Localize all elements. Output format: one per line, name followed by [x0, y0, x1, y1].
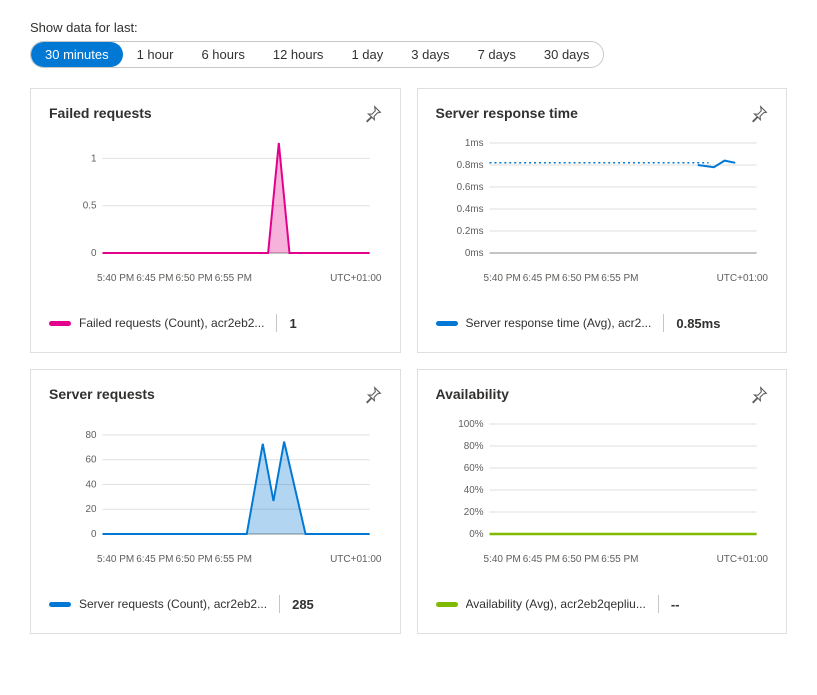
svg-text:100%: 100%	[458, 419, 483, 430]
legend-value: 285	[292, 597, 314, 612]
svg-text:80%: 80%	[463, 441, 483, 452]
x-tick: 6:50 PM	[562, 554, 599, 565]
x-tick: 6:50 PM	[176, 273, 213, 284]
pin-icon[interactable]	[364, 105, 382, 123]
card-failed-requests: Failed requests 10.50 5:40 PM6:45 PM6:50…	[30, 88, 401, 353]
x-tick: 5:40 PM	[97, 554, 134, 565]
x-tick: 5:40 PM	[484, 273, 521, 284]
svg-text:0: 0	[91, 529, 97, 540]
time-option-7-days[interactable]: 7 days	[464, 42, 530, 67]
timezone-label: UTC+01:00	[717, 554, 768, 565]
legend-divider	[276, 314, 277, 332]
legend-divider	[663, 314, 664, 332]
time-option-6-hours[interactable]: 6 hours	[187, 42, 258, 67]
legend-swatch	[436, 321, 458, 326]
chart-server-response-time: 1ms 0.8ms 0.6ms 0.4ms 0.2ms 0ms	[442, 133, 769, 263]
chart-availability: 100% 80% 60% 40% 20% 0%	[442, 414, 769, 544]
svg-text:20: 20	[86, 504, 97, 515]
legend: Server requests (Count), acr2eb2... 285	[49, 595, 382, 613]
svg-text:0ms: 0ms	[464, 248, 483, 259]
legend-label: Failed requests (Count), acr2eb2...	[79, 316, 264, 330]
svg-text:60%: 60%	[463, 463, 483, 474]
legend-label: Server requests (Count), acr2eb2...	[79, 597, 267, 611]
timezone-label: UTC+01:00	[330, 273, 381, 284]
chart-server-requests: 80 60 40 20 0	[55, 414, 382, 544]
legend-value: 1	[289, 316, 296, 331]
pin-icon[interactable]	[750, 386, 768, 404]
legend: Server response time (Avg), acr2... 0.85…	[436, 314, 769, 332]
legend-swatch	[436, 602, 458, 607]
legend: Availability (Avg), acr2eb2qepliu... --	[436, 595, 769, 613]
x-axis: 5:40 PM6:45 PM6:50 PM6:55 PM UTC+01:00	[49, 550, 382, 565]
svg-text:0.2ms: 0.2ms	[456, 226, 483, 237]
svg-text:40%: 40%	[463, 485, 483, 496]
card-title: Availability	[436, 386, 509, 402]
svg-text:0.8ms: 0.8ms	[456, 160, 483, 171]
svg-text:0.6ms: 0.6ms	[456, 182, 483, 193]
time-option-1-hour[interactable]: 1 hour	[123, 42, 188, 67]
svg-text:80: 80	[86, 430, 97, 441]
x-tick: 6:45 PM	[136, 273, 173, 284]
svg-text:1ms: 1ms	[464, 138, 483, 149]
legend-value: --	[671, 597, 680, 612]
time-option-12-hours[interactable]: 12 hours	[259, 42, 338, 67]
legend-label: Availability (Avg), acr2eb2qepliu...	[466, 597, 646, 611]
x-tick: 6:50 PM	[176, 554, 213, 565]
timezone-label: UTC+01:00	[330, 554, 381, 565]
time-selector: 30 minutes1 hour6 hours12 hours1 day3 da…	[30, 41, 604, 68]
legend-divider	[279, 595, 280, 613]
time-selector-label: Show data for last:	[30, 20, 787, 35]
legend-swatch	[49, 602, 71, 607]
x-tick: 6:55 PM	[215, 273, 252, 284]
card-title: Failed requests	[49, 105, 152, 121]
svg-text:0.5: 0.5	[83, 201, 97, 212]
card-server-response-time: Server response time 1ms 0.8ms 0.6ms 0.4ms 0…	[417, 88, 788, 353]
card-title: Server response time	[436, 105, 578, 121]
svg-text:60: 60	[86, 455, 97, 466]
time-option-1-day[interactable]: 1 day	[337, 42, 397, 67]
time-option-3-days[interactable]: 3 days	[397, 42, 463, 67]
metrics-grid: Failed requests 10.50 5:40 PM6:45 PM6:50…	[30, 88, 787, 634]
time-option-30-minutes[interactable]: 30 minutes	[31, 42, 123, 67]
svg-text:1: 1	[91, 153, 97, 164]
x-tick: 6:55 PM	[601, 273, 638, 284]
x-axis: 5:40 PM6:45 PM6:50 PM6:55 PM UTC+01:00	[436, 550, 769, 565]
chart-failed-requests: 10.50	[55, 133, 382, 263]
x-axis: 5:40 PM6:45 PM6:50 PM6:55 PM UTC+01:00	[49, 269, 382, 284]
svg-text:20%: 20%	[463, 507, 483, 518]
legend-swatch	[49, 321, 71, 326]
legend-label: Server response time (Avg), acr2...	[466, 316, 652, 330]
x-tick: 5:40 PM	[484, 554, 521, 565]
svg-text:0: 0	[91, 248, 97, 259]
svg-text:0.4ms: 0.4ms	[456, 204, 483, 215]
svg-text:40: 40	[86, 479, 97, 490]
pin-icon[interactable]	[364, 386, 382, 404]
legend-value: 0.85ms	[676, 316, 720, 331]
timezone-label: UTC+01:00	[717, 273, 768, 284]
legend-divider	[658, 595, 659, 613]
svg-text:0%: 0%	[469, 529, 483, 540]
x-tick: 6:50 PM	[562, 273, 599, 284]
x-tick: 6:45 PM	[523, 273, 560, 284]
legend: Failed requests (Count), acr2eb2... 1	[49, 314, 382, 332]
card-server-requests: Server requests 80 60 40 20 0 5:40 PM6:45 PM…	[30, 369, 401, 634]
x-axis: 5:40 PM6:45 PM6:50 PM6:55 PM UTC+01:00	[436, 269, 769, 284]
pin-icon[interactable]	[750, 105, 768, 123]
x-tick: 6:45 PM	[523, 554, 560, 565]
x-tick: 6:55 PM	[215, 554, 252, 565]
card-availability: Availability 100%80%60%40%20%0% 5:40 PM6…	[417, 369, 788, 634]
x-tick: 5:40 PM	[97, 273, 134, 284]
x-tick: 6:55 PM	[601, 554, 638, 565]
time-option-30-days[interactable]: 30 days	[530, 42, 604, 67]
card-title: Server requests	[49, 386, 155, 402]
x-tick: 6:45 PM	[136, 554, 173, 565]
